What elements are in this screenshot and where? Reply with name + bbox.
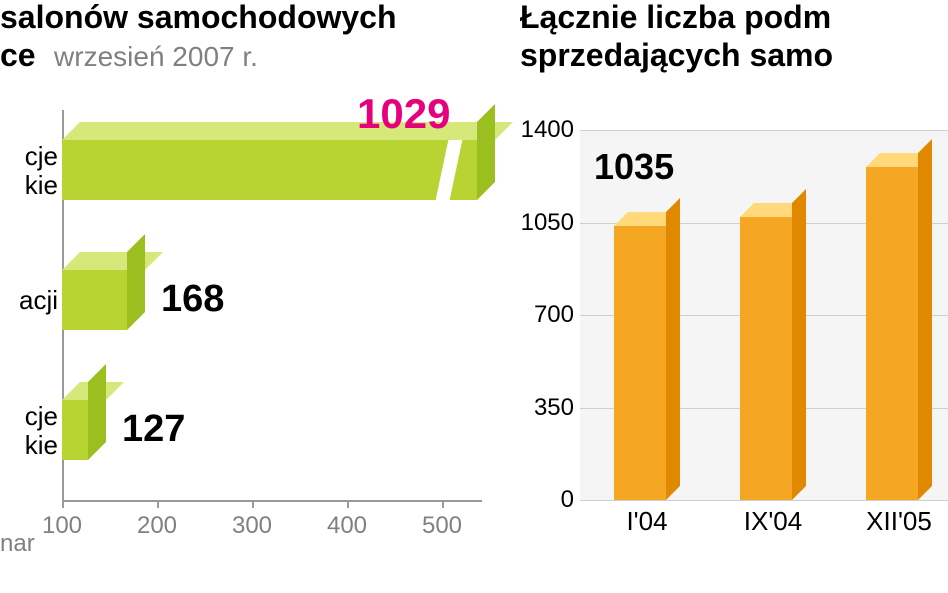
right-column	[866, 167, 918, 500]
left-chart-title-line1: salonów samochodowych	[0, 0, 397, 35]
left-xtick-mark	[347, 500, 349, 508]
left-bar	[62, 400, 88, 460]
right-xtick-label: XII'05	[866, 506, 932, 537]
left-category-label: cjekie	[0, 142, 58, 199]
left-bar	[62, 270, 127, 330]
right-ytick-label: 1400	[521, 116, 574, 144]
right-column	[614, 226, 666, 500]
left-xtick-label: 200	[137, 512, 177, 540]
right-column-chart: 0 350 700 1050 1400 I'04 IX'04 XII'05 1035	[520, 110, 948, 540]
right-ytick-label: 700	[534, 301, 574, 329]
left-bar-value: 127	[122, 408, 185, 451]
right-gridline	[580, 130, 948, 131]
right-ytick-label: 0	[561, 486, 574, 514]
right-xtick-label: I'04	[626, 506, 667, 537]
left-category-label: acji	[0, 286, 58, 315]
left-x-axis	[62, 500, 482, 502]
right-gridline	[580, 500, 948, 501]
left-bar-chart: cjekie1029acji168cjekie127 1002003004005…	[0, 110, 480, 540]
left-xtick-label: 500	[422, 512, 462, 540]
left-xtick-label: 300	[232, 512, 272, 540]
left-xtick-mark	[62, 500, 64, 508]
right-xtick-label: IX'04	[744, 506, 802, 537]
charts-stage: salonów samochodowych ce wrzesień 2007 r…	[0, 0, 948, 593]
left-xtick-label: 400	[327, 512, 367, 540]
left-source-label: nar	[0, 530, 35, 558]
left-xtick-mark	[252, 500, 254, 508]
right-chart-title-line1: Łącznie liczba podm	[520, 0, 831, 35]
left-chart-title-line2: ce	[0, 37, 36, 73]
left-category-label: cjekie	[0, 402, 58, 459]
left-xtick-label: 100	[42, 512, 82, 540]
left-bar	[62, 140, 477, 200]
left-xtick-mark	[157, 500, 159, 508]
left-xtick-mark	[442, 500, 444, 508]
left-bar-value: 168	[161, 278, 224, 321]
left-chart-subtitle: wrzesień 2007 r.	[54, 41, 258, 72]
right-column	[740, 217, 792, 500]
right-ytick-label: 350	[534, 394, 574, 422]
left-bar-value: 1029	[357, 90, 450, 138]
right-ytick-label: 1050	[521, 209, 574, 237]
right-chart-title-line2: sprzedających samo	[520, 38, 833, 73]
right-highlight-value: 1035	[594, 146, 674, 188]
